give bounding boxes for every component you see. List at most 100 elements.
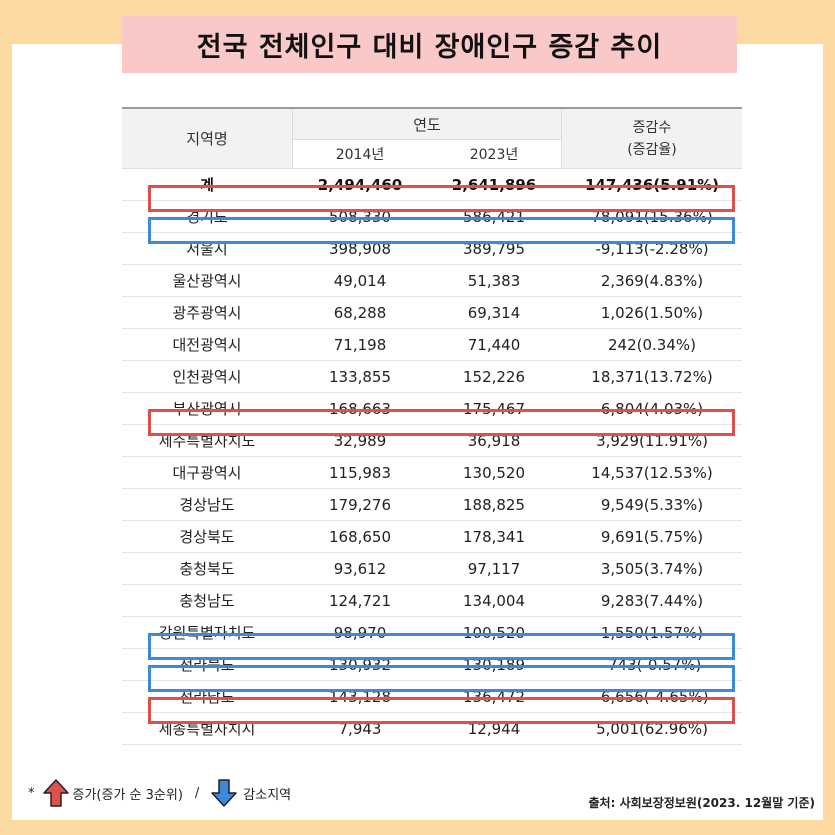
page-title: 전국 전체인구 대비 장애인구 증감 추이 — [196, 32, 663, 63]
cell-change: 6,804(4.03%) — [600, 399, 704, 418]
header-change-count: 증감수 — [632, 119, 672, 136]
cell-2023: 2,641,896 — [451, 175, 537, 194]
cell-2014: 115,983 — [328, 463, 392, 482]
cell-change: -743(-0.57%) — [602, 655, 702, 674]
cell-2014: 179,276 — [328, 495, 392, 514]
header-change: 증감수 (증감율) — [562, 109, 742, 168]
cell-2023: 389,795 — [462, 239, 526, 258]
population-table: 지역명 연도 2014년 2023년 증감수 (증감율) 계 2,494,460… — [122, 107, 742, 745]
header-change-rate: (증감율) — [627, 141, 677, 158]
cell-2023: 12,944 — [467, 719, 521, 738]
cell-2023: 188,825 — [462, 495, 526, 514]
cell-2014: 49,014 — [333, 271, 387, 290]
table-row: 충청남도 124,721 134,004 9,283(7.44%) — [122, 585, 742, 617]
cell-2023: 36,918 — [467, 431, 521, 450]
table-row-total: 계 2,494,460 2,641,896 147,436(5.91%) — [122, 169, 742, 201]
cell-region: 울산광역시 — [172, 272, 242, 290]
red-up-arrow-icon — [42, 779, 69, 807]
cell-region: 계 — [200, 176, 214, 194]
cell-2023: 152,226 — [462, 367, 526, 386]
cell-region: 경기도 — [186, 208, 228, 226]
cell-change: 1,026(1.50%) — [600, 303, 704, 322]
header-2014: 2014년 — [293, 140, 427, 168]
cell-change: 1,550(1.57%) — [600, 623, 704, 642]
cell-change: -9,113(-2.28%) — [595, 239, 709, 258]
cell-2023: 175,467 — [462, 399, 526, 418]
cell-2014: 133,855 — [328, 367, 392, 386]
cell-region: 경상남도 — [179, 496, 235, 514]
table-row: 세종특별자치시 7,943 12,944 5,001(62.96%) — [122, 713, 742, 745]
table-row: 서울시 398,908 389,795 -9,113(-2.28%) — [122, 233, 742, 265]
cell-change: 9,691(5.75%) — [600, 527, 704, 546]
table-row: 전라북도 130,932 130,189 -743(-0.57%) — [122, 649, 742, 681]
legend-increase-label: 증가(증가 순 3순위) — [72, 787, 183, 803]
cell-2023: 130,520 — [462, 463, 526, 482]
title-banner: 전국 전체인구 대비 장애인구 증감 추이 — [122, 16, 737, 73]
cell-change: 3,505(3.74%) — [600, 559, 704, 578]
cell-2014: 124,721 — [328, 591, 392, 610]
source-note: 출처: 사회보장정보원(2023. 12월말 기준) — [588, 796, 815, 810]
table-row: 충청북도 93,612 97,117 3,505(3.74%) — [122, 553, 742, 585]
cell-region: 세종특별자치시 — [158, 720, 256, 738]
cell-2023: 100,520 — [462, 623, 526, 642]
cell-region: 제주특별자치도 — [158, 432, 256, 450]
legend: * 증가(증가 순 3순위) / 감소지역 — [28, 778, 291, 808]
cell-change: 9,283(7.44%) — [600, 591, 704, 610]
table-row: 경기도 508,330 586,421 78,091(15.36%) — [122, 201, 742, 233]
cell-region: 대구광역시 — [172, 464, 242, 482]
cell-region: 대전광역시 — [172, 336, 242, 354]
cell-2014: 130,932 — [328, 655, 392, 674]
cell-2014: 143,128 — [328, 687, 392, 706]
cell-2023: 586,421 — [462, 207, 526, 226]
cell-region: 강원특별자치도 — [158, 624, 256, 642]
cell-2023: 69,314 — [467, 303, 521, 322]
cell-change: 147,436(5.91%) — [584, 175, 720, 194]
cell-2014: 168,663 — [328, 399, 392, 418]
table-header: 지역명 연도 2014년 2023년 증감수 (증감율) — [122, 109, 742, 169]
legend-star: * — [28, 785, 35, 801]
cell-change: 3,929(11.91%) — [596, 431, 708, 450]
cell-2014: 68,288 — [333, 303, 387, 322]
table-row: 부산광역시 168,663 175,467 6,804(4.03%) — [122, 393, 742, 425]
cell-region: 전라남도 — [179, 688, 235, 706]
table-body: 경기도 508,330 586,421 78,091(15.36%) 서울시 398,90… — [122, 201, 742, 745]
cell-region: 부산광역시 — [172, 400, 242, 418]
cell-2014: 98,970 — [333, 623, 387, 642]
cell-region: 인천광역시 — [172, 368, 242, 386]
cell-2014: 398,908 — [328, 239, 392, 258]
table-row: 대전광역시 71,198 71,440 242(0.34%) — [122, 329, 742, 361]
cell-region: 전라북도 — [179, 656, 235, 674]
table-row: 제주특별자치도 32,989 36,918 3,929(11.91%) — [122, 425, 742, 457]
table-row: 광주광역시 68,288 69,314 1,026(1.50%) — [122, 297, 742, 329]
table-row: 경상북도 168,650 178,341 9,691(5.75%) — [122, 521, 742, 553]
table-row: 전라남도 143,128 136,472 -6,656(-4.65%) — [122, 681, 742, 713]
cell-2023: 130,189 — [462, 655, 526, 674]
header-region: 지역명 — [122, 109, 293, 168]
table-row: 울산광역시 49,014 51,383 2,369(4.83%) — [122, 265, 742, 297]
cell-region: 충청북도 — [179, 560, 235, 578]
cell-2023: 97,117 — [467, 559, 521, 578]
table-row: 경상남도 179,276 188,825 9,549(5.33%) — [122, 489, 742, 521]
table-row: 강원특별자치도 98,970 100,520 1,550(1.57%) — [122, 617, 742, 649]
cell-change: 18,371(13.72%) — [591, 367, 713, 386]
header-2023: 2023년 — [427, 140, 562, 168]
table-top-rule — [122, 107, 742, 109]
cell-change: 5,001(62.96%) — [596, 719, 708, 738]
cell-change: 78,091(15.36%) — [591, 207, 713, 226]
table-row: 인천광역시 133,855 152,226 18,371(13.72%) — [122, 361, 742, 393]
legend-separator: / — [194, 785, 200, 801]
cell-2023: 178,341 — [462, 527, 526, 546]
cell-2014: 71,198 — [333, 335, 387, 354]
cell-region: 광주광역시 — [172, 304, 242, 322]
cell-2023: 71,440 — [467, 335, 521, 354]
cell-change: 9,549(5.33%) — [600, 495, 704, 514]
cell-change: 2,369(4.83%) — [600, 271, 704, 290]
cell-2023: 51,383 — [467, 271, 521, 290]
cell-region: 서울시 — [186, 240, 228, 258]
cell-region: 경상북도 — [179, 528, 235, 546]
cell-change: 14,537(12.53%) — [591, 463, 713, 482]
blue-down-arrow-icon — [211, 779, 238, 807]
cell-2023: 134,004 — [462, 591, 526, 610]
cell-2014: 93,612 — [333, 559, 387, 578]
cell-region: 충청남도 — [179, 592, 235, 610]
